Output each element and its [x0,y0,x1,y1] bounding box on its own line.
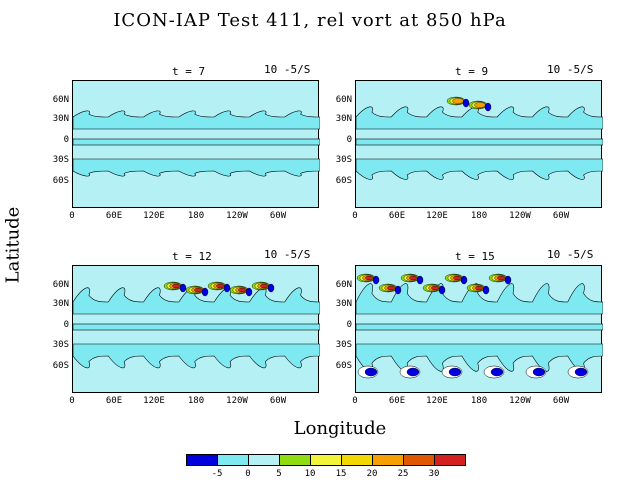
equator-band [356,138,603,146]
vorticity-field [356,273,603,379]
colorbar-label: 10 [304,469,316,479]
colorbar-label: 15 [335,469,347,479]
lon-tick-label: 60W [552,211,570,221]
lon-tick-label: 60E [388,211,406,221]
panel-units-label: 10 -5/S [264,63,311,76]
lat-tick-label: 30S [52,155,69,165]
colorbar-swatch [403,454,435,466]
figure-title: ICON-IAP Test 411, rel vort at 850 hPa [113,10,507,31]
colorbar-label: 5 [276,469,282,479]
lat-tick-label: 0 [63,320,69,330]
colorbar-label: 25 [397,469,409,479]
lat-tick-label: 30S [52,340,69,350]
colorbar-swatch [434,454,466,466]
map-panel-2 [355,80,603,208]
lat-tick-label: 60S [335,361,352,371]
sh-wave-band [73,158,320,177]
lat-tick-label: 30S [335,340,352,350]
lon-tick-label: 60E [105,211,123,221]
nh-wave-band [356,106,603,130]
equator-band [356,323,603,331]
lat-tick-label: 0 [346,135,352,145]
lon-tick-label: 0 [352,396,358,406]
lat-tick-label: 30N [52,114,69,124]
lon-tick-label: 60E [105,396,123,406]
sh-wave-band [356,158,603,180]
lat-tick-label: 30N [52,299,69,309]
vorticity-field [73,110,320,177]
nh-wave-band [73,110,320,130]
panel-units-label: 10 -5/S [547,248,594,261]
vorticity-field [73,281,320,369]
lat-tick-label: 60S [52,361,69,371]
lon-tick-label: 120E [143,211,165,221]
lat-tick-label: 60S [335,176,352,186]
map-panel-1 [72,80,320,208]
map-panel-4 [355,265,603,393]
lon-tick-label: 180 [187,211,205,221]
vorticity-field [356,96,603,180]
lat-tick-label: 60N [335,280,352,290]
lat-tick-label: 0 [346,320,352,330]
lon-tick-label: 180 [470,396,488,406]
lat-tick-label: 30N [335,114,352,124]
sh-wave-band [73,343,320,369]
colorbar-label: 20 [366,469,378,479]
lon-tick-label: 120W [226,211,248,221]
lat-tick-label: 60N [52,280,69,290]
lat-tick-label: 0 [63,135,69,145]
lat-tick-label: 30S [335,155,352,165]
lon-tick-label: 120W [226,396,248,406]
lon-tick-label: 0 [69,396,75,406]
y-axis-label: Latitude [2,206,24,284]
equator-band [73,323,320,331]
lat-tick-label: 60S [52,176,69,186]
colorbar-swatch [279,454,311,466]
colorbar-swatch [310,454,342,466]
panel-units-label: 10 -5/S [264,248,311,261]
nh-wave-band [73,287,320,315]
lon-tick-label: 0 [69,211,75,221]
colorbar-swatch [217,454,249,466]
colorbar-label: 0 [245,469,251,479]
panel-units-label: 10 -5/S [547,63,594,76]
lat-tick-label: 30N [335,299,352,309]
panel-time-label: t = 9 [455,65,489,78]
lon-tick-label: 0 [352,211,358,221]
colorbar-label: 30 [428,469,440,479]
colorbar-label: -5 [211,469,223,479]
lon-tick-label: 60W [552,396,570,406]
lon-tick-label: 60E [388,396,406,406]
colorbar-swatch [372,454,404,466]
lon-tick-label: 120E [426,211,448,221]
colorbar-swatch [248,454,280,466]
map-panel-3 [72,265,320,393]
lon-tick-label: 60W [269,211,287,221]
lon-tick-label: 180 [187,396,205,406]
sh-wave-band [356,343,603,372]
equator-band [73,138,320,146]
panel-time-label: t = 7 [172,65,206,78]
lat-tick-label: 60N [52,95,69,105]
lon-tick-label: 120E [143,396,165,406]
colorbar-swatch [341,454,373,466]
nh-wave-band [356,283,603,315]
panel-time-label: t = 12 [172,250,212,263]
lon-tick-label: 120E [426,396,448,406]
lon-tick-label: 60W [269,396,287,406]
panel-time-label: t = 15 [455,250,495,263]
lon-tick-label: 120W [509,396,531,406]
colorbar-swatch [186,454,218,466]
lat-tick-label: 60N [335,95,352,105]
lon-tick-label: 120W [509,211,531,221]
lon-tick-label: 180 [470,211,488,221]
x-axis-label: Longitude [293,418,387,439]
